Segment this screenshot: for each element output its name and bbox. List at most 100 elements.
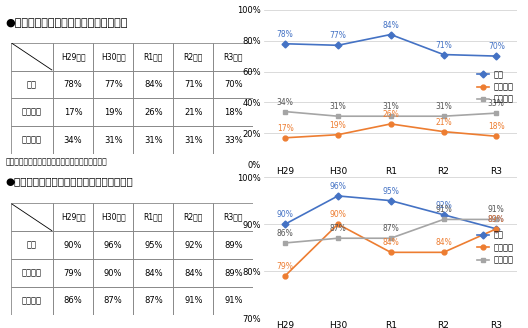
Bar [11,259,53,287]
Line: タクシー: タクシー [282,222,499,278]
Text: 21%: 21% [435,118,452,127]
Bar [93,71,133,98]
バス [388,199,394,203]
Text: 84%: 84% [435,238,452,247]
Bar [133,203,173,231]
Text: 34%: 34% [277,98,294,107]
トラック [335,236,341,240]
Bar [133,231,173,259]
Text: H30年度: H30年度 [101,52,126,61]
Text: 89%: 89% [488,215,505,224]
Text: 78%: 78% [64,80,82,89]
Text: 26%: 26% [144,108,163,117]
Text: 90%: 90% [104,269,122,277]
Text: R3年度: R3年度 [224,52,243,61]
Text: 89%: 89% [488,215,505,224]
Text: H29年度: H29年度 [61,52,86,61]
Legend: バス, タクシー, トラック: バス, タクシー, トラック [473,228,516,268]
Text: 91%: 91% [488,205,505,215]
Text: 84%: 84% [144,80,163,89]
Text: 92%: 92% [184,241,203,250]
Bar [173,231,213,259]
バス [282,42,288,46]
バス [440,52,447,56]
バス [493,54,499,58]
Bar [133,98,173,126]
トラック [493,111,499,115]
トラック [388,236,394,240]
Text: 90%: 90% [64,241,82,250]
Text: 33%: 33% [224,136,243,145]
Bar [53,287,93,315]
Text: 31%: 31% [104,136,122,145]
Bar [11,126,53,154]
Text: 18%: 18% [488,122,505,131]
Line: トラック: トラック [282,217,499,245]
Text: 79%: 79% [64,269,82,277]
Bar [133,126,173,154]
Bar [213,98,253,126]
Text: 70%: 70% [224,80,243,89]
トラック [440,217,447,221]
Text: 18%: 18% [224,108,243,117]
バス [440,213,447,217]
Text: 87%: 87% [382,224,399,233]
Bar [213,126,253,154]
タクシー [282,274,288,278]
Bar [53,98,93,126]
Bar [93,203,133,231]
Text: 77%: 77% [329,31,346,40]
Text: H30年度: H30年度 [101,213,126,222]
バス [282,222,288,226]
Text: タクシー: タクシー [22,269,42,277]
バス [335,43,341,47]
Bar [93,126,133,154]
Text: 96%: 96% [104,241,122,250]
Bar [53,259,93,287]
タクシー [493,134,499,138]
Text: トラック: トラック [22,136,42,145]
トラック [282,241,288,245]
Text: 95%: 95% [382,187,399,196]
トラック [335,114,341,118]
Text: 84%: 84% [144,269,163,277]
Text: 90%: 90% [329,210,346,219]
Bar [173,126,213,154]
Text: 92%: 92% [435,201,452,210]
バス [388,32,394,36]
Bar [133,43,173,71]
Text: バス: バス [27,80,37,89]
Text: 87%: 87% [144,297,163,305]
Text: 17%: 17% [64,108,82,117]
Text: 31%: 31% [435,102,452,111]
Text: 87%: 87% [104,297,122,305]
Bar [11,203,53,231]
Text: 87%: 87% [329,224,346,233]
Bar [133,71,173,98]
Bar [213,259,253,287]
Text: 77%: 77% [104,80,122,89]
Text: 31%: 31% [382,102,399,111]
タクシー [335,133,341,137]
Bar [173,98,213,126]
Text: 84%: 84% [382,21,399,30]
Text: 19%: 19% [329,121,346,130]
Text: 89%: 89% [224,269,243,277]
トラック [493,217,499,221]
バス [335,194,341,198]
タクシー [282,136,288,140]
Line: トラック: トラック [282,109,499,119]
Text: 84%: 84% [184,269,203,277]
Text: 31%: 31% [329,102,346,111]
Text: R1年度: R1年度 [144,52,163,61]
Text: 91%: 91% [184,297,203,305]
Text: 33%: 33% [488,99,505,108]
Bar [133,259,173,287]
Text: 78%: 78% [277,30,294,39]
Text: ●スクリーニング検査を受診させている: ●スクリーニング検査を受診させている [5,18,128,28]
Text: 89%: 89% [224,241,243,250]
Bar [133,287,173,315]
Bar [53,71,93,98]
Text: 79%: 79% [277,262,294,271]
タクシー [493,227,499,231]
